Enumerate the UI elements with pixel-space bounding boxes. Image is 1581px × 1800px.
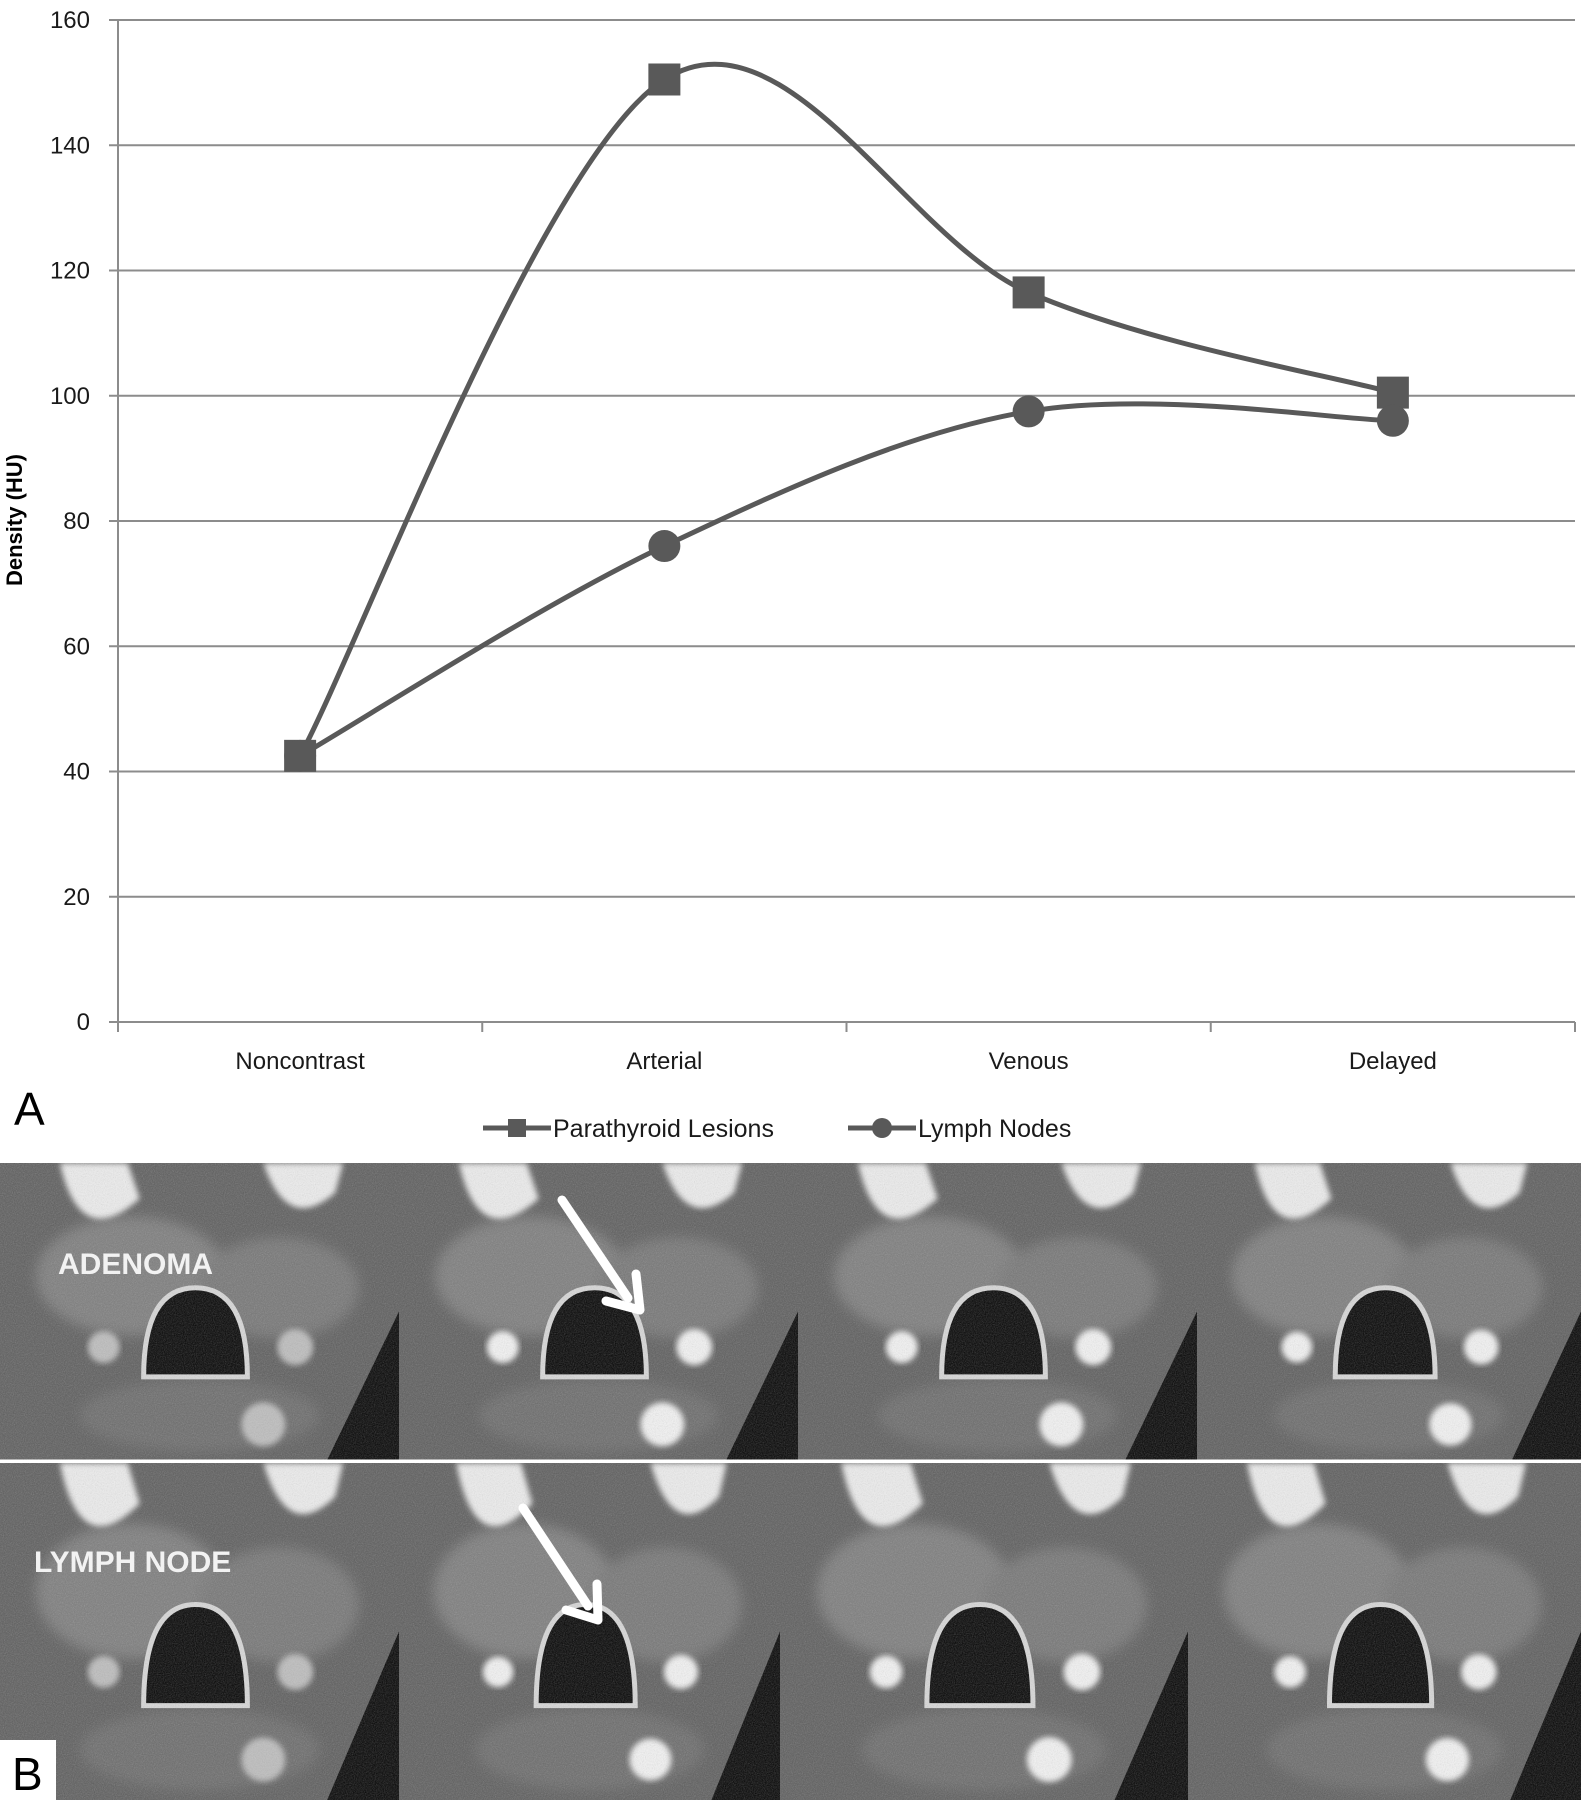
arrow-adenoma [557, 1195, 645, 1315]
y-tick-label: 60 [63, 633, 90, 660]
ct-image-tile [798, 1163, 1197, 1460]
series-lymph-nodes [284, 395, 1409, 772]
chart-plot-area: 0 20 40 60 80 100 120 140 160 Noncontrast Arteria… [2, 7, 1576, 1075]
chart-legend: Parathyroid Lesions Lymph Nodes [483, 1115, 1071, 1143]
y-tick-label: 120 [50, 258, 90, 285]
y-tick-label: 100 [50, 383, 90, 410]
grid-lines [118, 19, 1575, 898]
legend-item: Lymph Nodes [848, 1115, 1071, 1143]
x-tick-labels: Noncontrast Arterial Venous Delayed [235, 1048, 1436, 1075]
x-tick-label: Venous [989, 1048, 1069, 1075]
x-tick-label: Arterial [626, 1048, 702, 1075]
axes [109, 19, 1576, 1032]
data-point-square [1012, 276, 1045, 309]
ct-image-tile [1197, 1163, 1581, 1460]
ct-image-tile [399, 1463, 780, 1800]
data-point-circle [284, 739, 317, 772]
data-point-circle [1376, 404, 1409, 437]
ct-row-lymph-node [0, 1463, 1581, 1800]
ct-image-tile [780, 1463, 1188, 1800]
ct-image-panel: ADENOMA LYMPH NODE B [0, 1163, 1581, 1800]
y-tick-label: 40 [63, 759, 90, 786]
legend-swatch-circle [872, 1118, 892, 1138]
x-tick-label: Delayed [1349, 1048, 1437, 1075]
caption-lymph-node: LYMPH NODE [34, 1546, 231, 1579]
y-tick-label: 140 [50, 132, 90, 159]
ct-image-tile [0, 1463, 399, 1800]
legend-swatch-square [508, 1119, 526, 1137]
y-tick-labels: 0 20 40 60 80 100 120 140 160 [50, 7, 90, 1036]
panel-label-a: A [14, 1083, 45, 1135]
series-layer [284, 61, 1409, 772]
data-point-square [648, 63, 681, 96]
data-point-square [1376, 376, 1409, 409]
y-tick-label: 20 [63, 884, 90, 911]
ct-row-adenoma [0, 1163, 1581, 1460]
panel-b-label-box [0, 1740, 56, 1800]
legend-label: Parathyroid Lesions [553, 1115, 774, 1143]
ct-image-tile [399, 1163, 798, 1460]
y-tick-label: 0 [77, 1009, 90, 1036]
legend-label: Lymph Nodes [918, 1115, 1071, 1143]
y-tick-label: 160 [50, 7, 90, 34]
ct-image-tile [0, 1163, 399, 1460]
caption-adenoma: ADENOMA [58, 1248, 213, 1281]
legend-item: Parathyroid Lesions [483, 1115, 774, 1143]
y-axis-title: Density (HU) [2, 454, 27, 586]
panel-label-b: B [12, 1748, 43, 1800]
data-point-circle [648, 530, 681, 563]
x-tick-label: Noncontrast [235, 1048, 365, 1075]
arrow-lymph-node [518, 1503, 603, 1625]
ct-image-tile [1188, 1463, 1581, 1800]
series-line [298, 401, 1393, 759]
y-tick-label: 80 [63, 508, 90, 535]
series-line [297, 61, 1394, 758]
data-point-circle [1012, 395, 1045, 428]
